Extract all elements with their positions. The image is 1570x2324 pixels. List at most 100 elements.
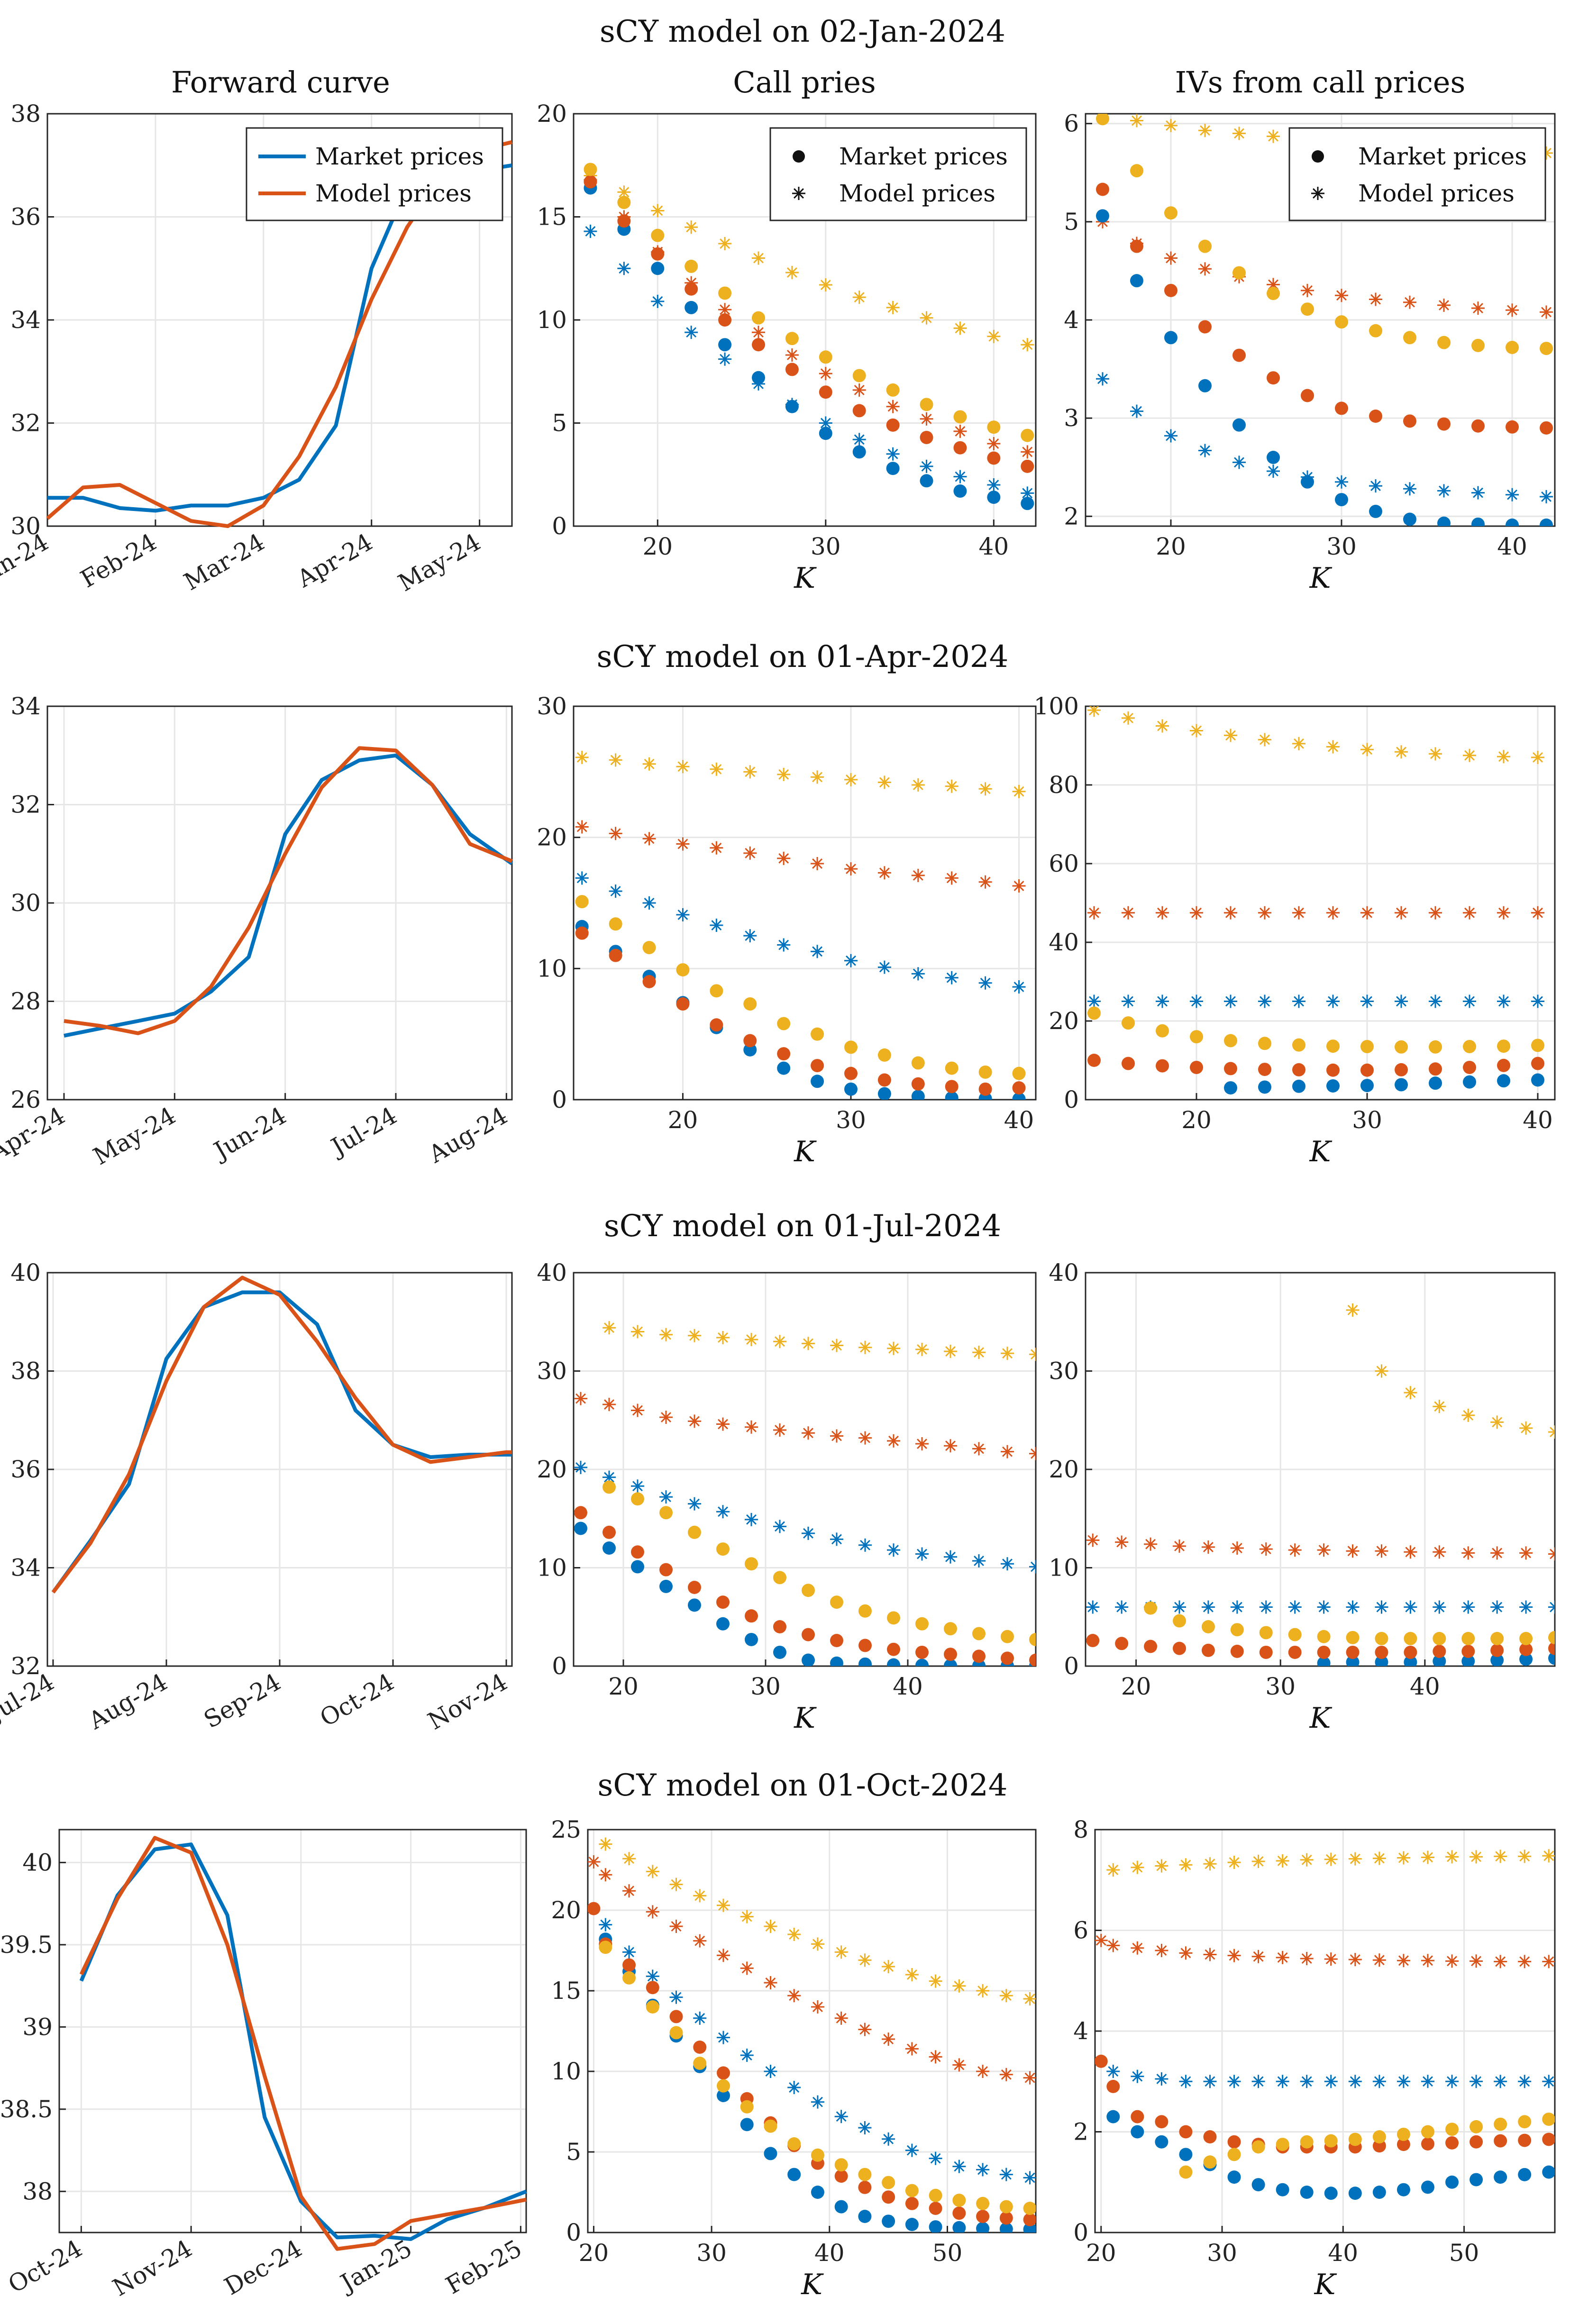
- model-point-star: [1360, 906, 1374, 920]
- model-point-star: [1471, 486, 1485, 500]
- model-point-star: [785, 265, 799, 279]
- x-tick-label: 30: [811, 533, 841, 560]
- market-point-red: [1461, 1644, 1475, 1658]
- model-point-star: [777, 767, 791, 781]
- market-point-blue: [811, 2186, 824, 2199]
- model-point-star: [811, 2095, 824, 2109]
- market-point-red: [1012, 1081, 1026, 1095]
- market-point-red: [588, 1902, 601, 1915]
- y-tick-label: 36: [10, 1456, 41, 1483]
- star-stroke: [600, 1839, 611, 1850]
- market-point-yellow: [743, 997, 757, 1011]
- y-tick-label: 38: [22, 2178, 53, 2205]
- market-point-yellow: [1463, 1039, 1476, 1053]
- star-stroke: [1430, 748, 1441, 759]
- model-point-star: [1429, 906, 1442, 920]
- star-stroke: [955, 471, 966, 482]
- model-point-star: [1276, 1854, 1289, 1868]
- star-stroke: [1398, 2076, 1409, 2087]
- star-stroke: [1234, 128, 1244, 139]
- model-point-star: [811, 770, 824, 784]
- star-stroke: [1166, 430, 1176, 441]
- model-point-star: [1232, 456, 1246, 469]
- star-stroke: [694, 1890, 705, 1901]
- star-stroke: [1328, 741, 1338, 752]
- y-tick-label: 25: [551, 1816, 581, 1843]
- star-stroke: [604, 1322, 614, 1333]
- market-point-blue: [688, 1598, 701, 1612]
- star-stroke: [576, 821, 587, 832]
- star-stroke: [974, 1347, 984, 1358]
- market-point-blue: [944, 1659, 957, 1666]
- model-point-star: [642, 757, 656, 771]
- market-point-yellow: [669, 2026, 683, 2040]
- y-tick-label: 5: [552, 410, 567, 437]
- market-point-yellow: [1029, 1632, 1036, 1646]
- market-point-yellow: [1326, 1039, 1340, 1053]
- points-layer: [1086, 1303, 1555, 1666]
- market-point-yellow: [1348, 2133, 1362, 2146]
- model-point-star: [1251, 1854, 1265, 1868]
- star-stroke: [946, 873, 957, 884]
- star-stroke: [745, 766, 756, 777]
- y-tick-label: 0: [552, 512, 567, 540]
- market-point-blue: [1395, 1078, 1408, 1092]
- star-stroke: [1301, 1953, 1312, 1964]
- star-stroke: [836, 1947, 847, 1958]
- market-point-red: [1395, 1063, 1408, 1076]
- y-tick-label: 0: [552, 1652, 567, 1680]
- star-stroke: [1301, 2076, 1312, 2087]
- star-stroke: [1434, 1401, 1445, 1412]
- star-stroke: [746, 1334, 757, 1345]
- x-tick-label: 40: [1004, 1106, 1034, 1134]
- star-stroke: [1521, 1548, 1532, 1558]
- star-stroke: [1325, 1854, 1336, 1865]
- model-point-star: [1317, 1543, 1331, 1557]
- star-stroke: [1108, 1940, 1119, 1951]
- legend-box: [769, 127, 1027, 221]
- model-point-star: [1029, 1560, 1036, 1574]
- model-point-star: [1445, 2075, 1459, 2088]
- model-point-star: [1251, 1950, 1265, 1963]
- model-point-star: [1375, 1600, 1388, 1614]
- star-stroke: [1376, 1602, 1387, 1613]
- model-point-star: [1397, 1851, 1410, 1865]
- star-stroke: [1225, 907, 1236, 918]
- star-stroke: [846, 864, 856, 875]
- panel-calls-row4: 0 5 10 15 20 25 20 30 40 50 K: [551, 1816, 1037, 2301]
- star-stroke: [689, 1330, 700, 1341]
- y-tick-label: 20: [537, 100, 567, 128]
- market-point-blue: [1155, 2135, 1168, 2149]
- star-stroke: [718, 1332, 728, 1343]
- star-stroke: [1439, 485, 1449, 496]
- star-stroke: [854, 384, 865, 395]
- star-stroke: [812, 858, 823, 869]
- market-point-blue: [716, 1617, 730, 1631]
- star-stroke: [1205, 1859, 1215, 1869]
- market-point-blue: [1490, 1653, 1504, 1666]
- star-stroke: [1347, 1304, 1358, 1315]
- model-point-star: [651, 204, 665, 218]
- market-point-blue: [987, 491, 1001, 504]
- star-stroke: [988, 331, 999, 342]
- model-point-star: [886, 447, 900, 461]
- model-point-star: [1346, 1544, 1360, 1558]
- market-point-yellow: [987, 420, 1001, 434]
- market-point-yellow: [1251, 2140, 1265, 2154]
- star-stroke: [1089, 996, 1099, 1007]
- model-point-star: [882, 2032, 895, 2046]
- panel-calls-row3: 0 10 20 30 40 20 30 40 K: [537, 1259, 1037, 1735]
- market-point-blue: [1470, 2173, 1483, 2187]
- star-stroke: [1464, 996, 1475, 1007]
- star-stroke: [624, 1886, 634, 1896]
- x-tick-label: 40: [1497, 533, 1527, 560]
- star-stroke: [1200, 125, 1210, 136]
- y-tick-label: 32: [10, 791, 41, 819]
- market-point-red: [1369, 410, 1382, 423]
- star-stroke: [775, 1336, 785, 1347]
- model-point-star: [978, 976, 992, 990]
- y-tick-label: 30: [10, 889, 41, 917]
- y-tick-label: 0: [1064, 1086, 1079, 1113]
- y-tick-label: 40: [22, 1849, 53, 1876]
- market-point-yellow: [1173, 1614, 1186, 1628]
